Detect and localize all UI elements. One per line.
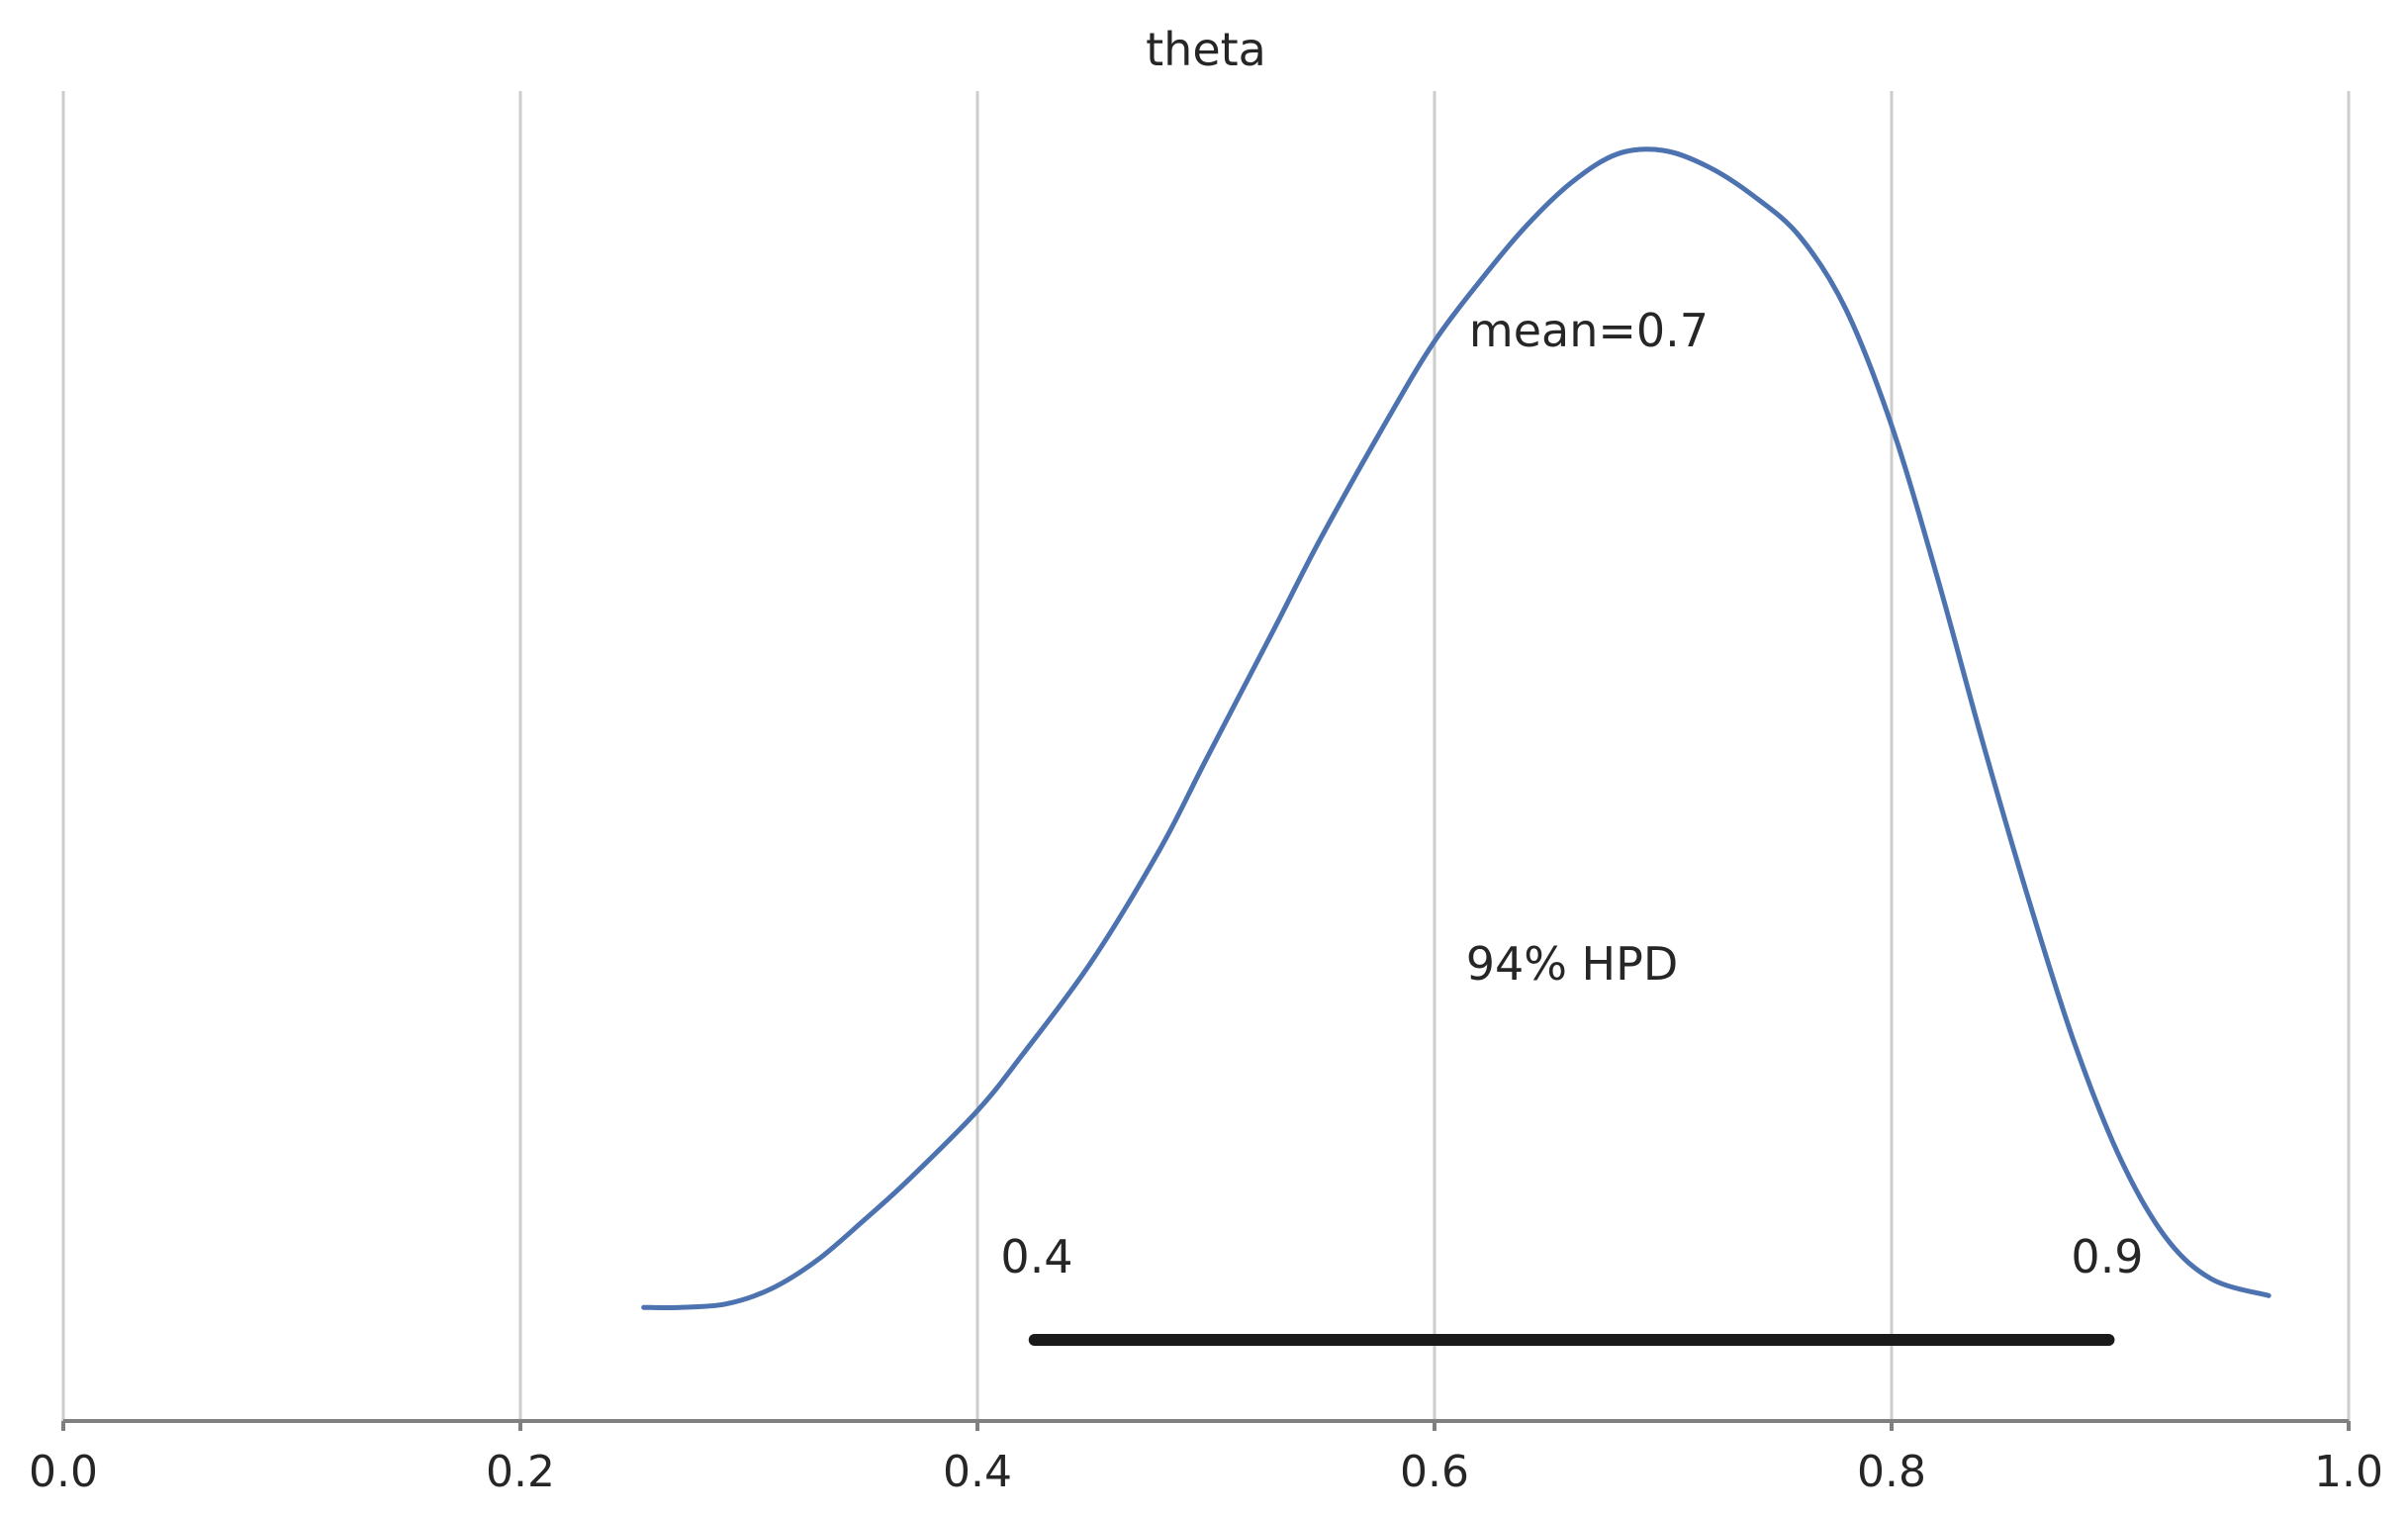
plot-title: theta xyxy=(1146,23,1266,76)
hpd-upper-bound-label: 0.9 xyxy=(2071,1230,2143,1283)
x-tick-label: 0.4 xyxy=(943,1447,1012,1497)
x-tick-label: 1.0 xyxy=(2314,1447,2383,1497)
x-tick-label: 0.0 xyxy=(29,1447,98,1497)
mean-annotation: mean=0.7 xyxy=(1469,304,1709,357)
density-curve xyxy=(641,146,2271,1310)
x-tick-label: 0.2 xyxy=(486,1447,555,1497)
vertical-gridlines xyxy=(61,91,2351,1421)
x-axis: 0.0 0.2 0.4 0.6 0.8 1.0 xyxy=(29,1419,2383,1497)
hpd-lower-bound-label: 0.4 xyxy=(1000,1230,1072,1283)
hpd-annotation: 94% HPD xyxy=(1466,937,1679,991)
x-tick-label: 0.6 xyxy=(1400,1447,1469,1497)
x-tick-label: 0.8 xyxy=(1857,1447,1926,1497)
